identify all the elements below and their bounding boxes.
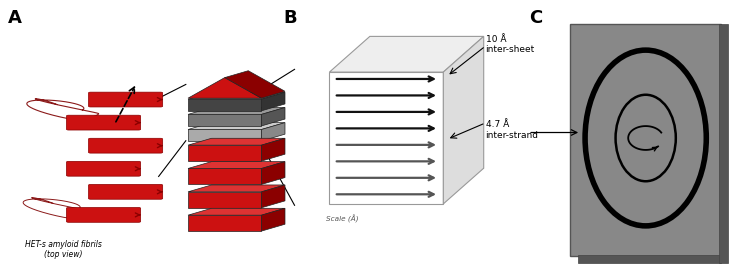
Polygon shape [188, 185, 285, 192]
FancyBboxPatch shape [66, 115, 141, 130]
Polygon shape [188, 99, 261, 111]
Polygon shape [188, 168, 261, 184]
Polygon shape [443, 36, 484, 204]
Polygon shape [261, 138, 285, 161]
Bar [570, 24, 721, 256]
Polygon shape [261, 92, 285, 111]
Text: Scale (Å): Scale (Å) [326, 215, 358, 223]
Polygon shape [261, 123, 285, 141]
Polygon shape [261, 208, 285, 231]
FancyBboxPatch shape [88, 184, 163, 199]
Polygon shape [188, 78, 261, 98]
Polygon shape [261, 185, 285, 208]
Text: 4.7 Å
inter-strand: 4.7 Å inter-strand [486, 120, 539, 140]
Bar [719, 24, 728, 263]
Bar [578, 255, 721, 263]
Ellipse shape [585, 50, 707, 226]
Ellipse shape [615, 95, 676, 181]
FancyBboxPatch shape [66, 161, 141, 176]
Polygon shape [188, 92, 285, 99]
Polygon shape [188, 162, 285, 168]
Polygon shape [261, 162, 285, 184]
Polygon shape [188, 129, 261, 141]
FancyBboxPatch shape [88, 138, 163, 153]
Polygon shape [188, 192, 261, 208]
Polygon shape [330, 36, 484, 72]
Text: A: A [8, 9, 22, 27]
Polygon shape [188, 114, 261, 126]
Polygon shape [188, 138, 285, 145]
Polygon shape [188, 215, 261, 231]
FancyBboxPatch shape [88, 92, 163, 107]
Polygon shape [188, 123, 285, 129]
Polygon shape [330, 72, 443, 204]
Polygon shape [261, 108, 285, 126]
Polygon shape [188, 108, 285, 114]
Text: 10 Å
inter-sheet: 10 Å inter-sheet [486, 35, 535, 54]
Polygon shape [188, 208, 285, 215]
Text: C: C [530, 9, 543, 27]
Text: HET-s amyloid fibrils
(top view): HET-s amyloid fibrils (top view) [25, 240, 102, 259]
Polygon shape [224, 71, 285, 98]
FancyBboxPatch shape [66, 208, 141, 222]
Polygon shape [188, 145, 261, 161]
Text: B: B [283, 9, 297, 27]
